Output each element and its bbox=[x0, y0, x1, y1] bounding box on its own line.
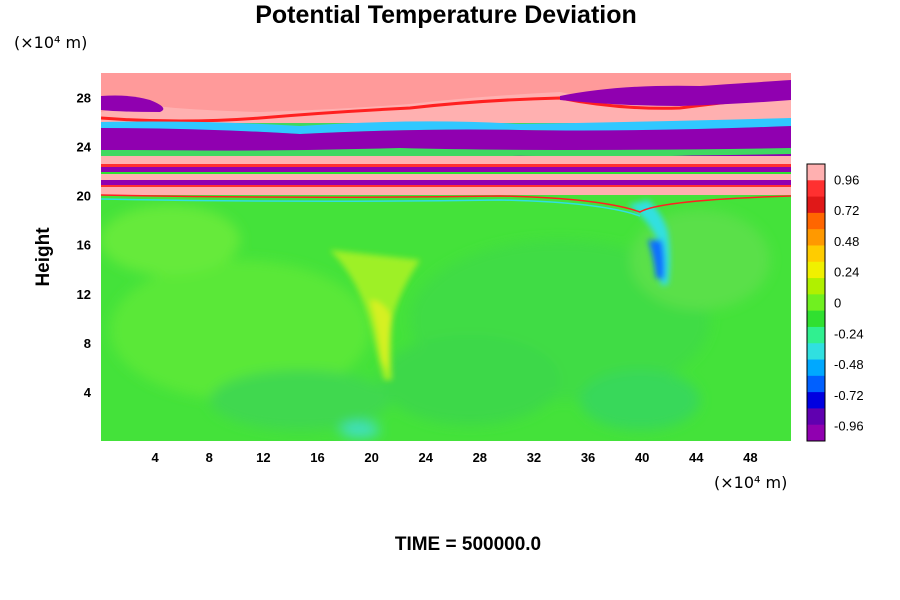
colorbar-swatch bbox=[807, 180, 825, 198]
lower-boundary-cyan bbox=[101, 198, 641, 217]
colorbar-swatch bbox=[807, 392, 825, 409]
y-unit-label: (×10⁴ m) bbox=[14, 33, 87, 52]
colorbar-tick-label: 0.72 bbox=[834, 203, 859, 218]
heatmap-blob bbox=[340, 422, 380, 438]
purple-stripe bbox=[101, 167, 791, 172]
pink-band-edge bbox=[101, 73, 791, 112]
x-tick-label: 24 bbox=[418, 450, 433, 465]
colorbar-tick-label: 0.96 bbox=[834, 172, 859, 187]
x-tick-label: 40 bbox=[635, 450, 649, 465]
y-tick-label: 8 bbox=[84, 336, 91, 351]
purple-band-upper-right bbox=[560, 80, 791, 106]
colorbar-tick-label: 0 bbox=[834, 296, 841, 311]
y-tick-label: 4 bbox=[84, 385, 92, 400]
colorbar-frame bbox=[806, 163, 826, 442]
heatmap-blob bbox=[210, 370, 390, 430]
red-contour-line bbox=[101, 94, 791, 123]
green-strip bbox=[101, 148, 791, 157]
colorbar-swatch bbox=[807, 310, 825, 328]
colorbar-tick-labels: 0.96 0.72 0.48 0.24 0 -0.24 -0.48 -0.72 -0.96 bbox=[834, 172, 864, 433]
colorbar bbox=[806, 163, 826, 442]
colorbar-swatch bbox=[807, 359, 825, 377]
purple-band-upper-left bbox=[101, 95, 164, 112]
pink-stripe bbox=[101, 174, 791, 180]
heatmap-blob bbox=[101, 205, 240, 275]
colorbar-swatch bbox=[807, 261, 825, 279]
x-tick-label: 48 bbox=[743, 450, 757, 465]
colorbar-swatch bbox=[807, 196, 825, 214]
mixed-contour-band bbox=[101, 118, 791, 134]
warm-plume-core bbox=[370, 300, 392, 372]
colorbar-swatch bbox=[807, 278, 825, 295]
lower-boundary-contour bbox=[101, 194, 791, 213]
x-tick-label: 8 bbox=[206, 450, 213, 465]
x-unit-label: (×10⁴ m) bbox=[714, 473, 787, 492]
colorbar-swatch bbox=[807, 245, 825, 263]
y-tick-labels: 4 8 12 16 20 24 28 bbox=[77, 91, 92, 400]
x-tick-label: 28 bbox=[473, 450, 487, 465]
green-stripe bbox=[101, 172, 791, 174]
x-tick-label: 16 bbox=[310, 450, 324, 465]
pink-stripe bbox=[101, 187, 791, 195]
colorbar-swatch bbox=[807, 375, 825, 393]
x-tick-labels: 4 8 12 16 20 24 28 32 36 40 44 48 bbox=[152, 450, 758, 465]
colorbar-swatch bbox=[807, 424, 825, 442]
colorbar-tick-label: -0.72 bbox=[834, 388, 864, 403]
colorbar-swatch bbox=[807, 164, 825, 181]
x-tick-label: 44 bbox=[689, 450, 704, 465]
heatmap-plot-area bbox=[101, 73, 791, 441]
cold-plume-core bbox=[648, 240, 665, 280]
x-tick-label: 12 bbox=[256, 450, 270, 465]
colorbar-swatch bbox=[807, 326, 825, 344]
time-label: TIME = 500000.0 bbox=[395, 534, 541, 555]
heatmap-blob bbox=[110, 260, 370, 400]
colorbar-swatch bbox=[807, 408, 825, 426]
chart-title: Potential Temperature Deviation bbox=[255, 1, 637, 29]
x-tick-label: 32 bbox=[527, 450, 541, 465]
colorbar-tick-label: 0.48 bbox=[834, 234, 859, 249]
y-tick-label: 24 bbox=[77, 140, 92, 155]
colorbar-tick-label: -0.24 bbox=[834, 326, 864, 341]
colorbar-swatch bbox=[807, 212, 825, 230]
heatmap-blob bbox=[580, 370, 700, 430]
pink-stripe bbox=[101, 156, 791, 164]
red-stripe bbox=[101, 164, 791, 167]
heatmap-blob bbox=[380, 335, 560, 425]
colorbar-swatch bbox=[807, 229, 825, 246]
y-tick-label: 16 bbox=[77, 238, 91, 253]
x-tick-label: 4 bbox=[152, 450, 160, 465]
cold-plume bbox=[628, 200, 670, 285]
colorbar-tick-label: -0.96 bbox=[834, 419, 864, 434]
colorbar-swatch bbox=[807, 294, 825, 312]
red-stripe bbox=[101, 185, 791, 187]
x-tick-label: 36 bbox=[581, 450, 595, 465]
y-tick-label: 12 bbox=[77, 287, 91, 302]
y-axis-label: Height bbox=[33, 227, 54, 287]
colorbar-swatch bbox=[807, 343, 825, 361]
y-tick-label: 20 bbox=[77, 189, 91, 204]
purple-stripe bbox=[101, 180, 791, 185]
colorbar-tick-label: 0.24 bbox=[834, 265, 859, 280]
y-tick-label: 28 bbox=[77, 91, 91, 106]
colorbar-tick-label: -0.48 bbox=[834, 357, 864, 372]
x-tick-label: 20 bbox=[364, 450, 378, 465]
